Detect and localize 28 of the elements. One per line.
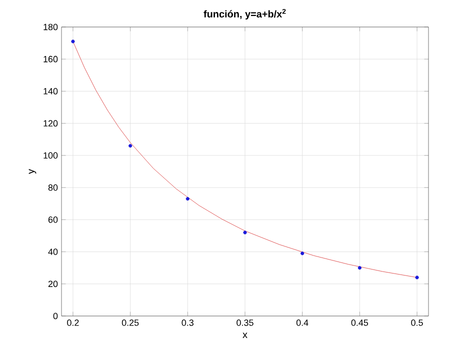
x-tick-label: 0.25 <box>122 320 139 326</box>
x-tick-label: 0.35 <box>236 320 254 326</box>
x-tick-label: 0.3 <box>182 320 194 326</box>
point <box>128 144 132 148</box>
x-tick-label: 0.45 <box>351 320 368 326</box>
y-tick-label: 0 <box>53 312 58 320</box>
y-tick-label: 20 <box>48 280 58 288</box>
y-tick-label: 160 <box>44 56 58 62</box>
y-tick-label: 80 <box>48 184 58 191</box>
y-axis-title: y <box>28 169 36 174</box>
point <box>186 197 190 201</box>
x-tick-label: 0.5 <box>411 320 423 326</box>
point <box>415 276 419 280</box>
y-tick-label: 60 <box>48 216 58 223</box>
y-tick-label: 40 <box>48 248 58 255</box>
x-tick-label: 0.4 <box>296 320 308 326</box>
y-tick-label: 140 <box>44 88 58 94</box>
point <box>71 40 75 44</box>
y-tick-label: 100 <box>44 152 58 159</box>
x-tick-label: 0.2 <box>67 320 79 326</box>
line-series <box>72 41 418 278</box>
y-tick-label: 180 <box>44 24 58 30</box>
x-axis-title: x <box>242 332 248 338</box>
point <box>243 230 247 234</box>
point <box>358 266 362 270</box>
point <box>300 252 304 256</box>
chart-title: función, y=a+b/x$^{2}$ <box>204 8 286 20</box>
y-tick-label: 120 <box>44 120 58 127</box>
